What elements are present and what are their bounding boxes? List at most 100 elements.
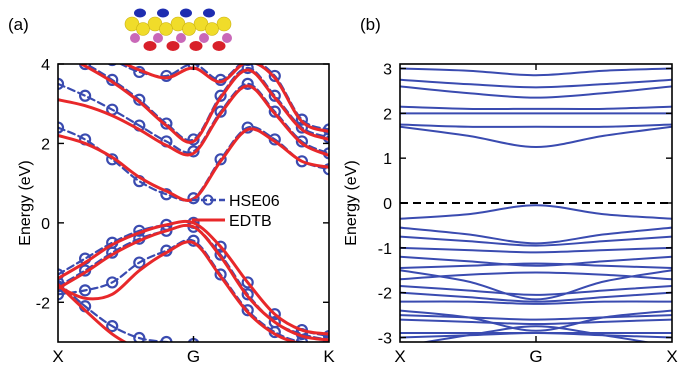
data-point [187,192,200,205]
band-line [400,284,672,296]
panel-a-axes: -2 0 2 4 X G K [36,57,336,366]
panel-b-label: (b) [360,15,381,34]
data-point [133,93,146,106]
panel-a-label: (a) [8,15,29,34]
data-point [78,89,92,102]
data-point [241,64,254,75]
band-line [400,123,672,128]
band-line [58,240,300,342]
band-line [400,314,672,321]
x-tick-label: X [394,347,405,366]
data-point [243,357,253,367]
data-point [268,105,281,118]
legend-edtb-label: EDTB [229,213,272,230]
data-point [79,64,92,71]
data-point [187,133,200,146]
band-line [400,318,672,326]
data-point [268,89,281,102]
data-point [53,35,63,45]
data-point [214,153,227,166]
data-point [268,308,281,321]
data-point [58,77,65,90]
x-tick-label: X [52,347,63,366]
y-tick-label: 1 [383,151,392,168]
data-point [216,345,226,355]
y-tick-label: -2 [36,295,50,312]
band-line [400,262,672,270]
band-line [400,235,672,247]
legend-hse06-marker [202,194,214,206]
crystal-structure-illustration [124,8,232,51]
band-line [400,125,672,148]
panel-b-bands [400,67,672,342]
data-point [214,268,227,281]
y-tick-label: 4 [41,57,50,74]
series-bands [400,67,672,342]
x-tick-label: K [323,347,335,366]
data-point [160,335,173,342]
band-line [400,246,672,254]
x-tick-label: G [529,347,542,366]
data-point [214,89,227,102]
y-tick-label: 0 [383,196,392,213]
panel-b-y-axis-label: Energy (eV) [343,160,360,245]
data-point [270,361,280,369]
data-point [106,320,119,333]
data-point [58,276,65,289]
band-line [58,84,329,157]
band-line [400,269,672,301]
band-line [400,204,672,220]
data-point [243,64,253,67]
data-point [268,69,281,83]
data-point [241,276,254,289]
band-line [400,300,672,305]
x-tick-label: X [666,347,677,366]
data-point [322,163,329,176]
data-point [160,117,173,130]
band-line [58,127,329,202]
y-tick-label: -1 [378,241,392,258]
band-line [58,238,329,342]
data-point [295,155,308,168]
band-line [400,271,672,281]
band-line [58,219,329,336]
panel-b: (b) -3 -2 -1 0 1 2 3 X G X Energy (eV) [343,15,678,366]
data-point [214,105,227,118]
y-tick-label: 2 [41,136,50,153]
band-line [58,281,185,342]
data-point [133,331,146,342]
data-point [187,145,200,158]
band-line [400,291,672,303]
band-line [58,220,329,338]
data-point [107,64,117,67]
y-tick-label: 0 [41,216,50,233]
data-point [53,51,63,61]
band-line [400,67,672,77]
y-tick-label: -2 [378,286,392,303]
panel-a: (a) -2 0 2 4 X G K Energy (eV) [8,8,336,369]
data-point [295,113,308,126]
band-line [400,85,672,99]
band-line [420,325,652,342]
x-tick-label: G [187,347,200,366]
data-point [80,45,90,55]
band-line [58,282,128,342]
band-line [400,78,672,89]
panel-b-axes: -3 -2 -1 0 1 2 3 X G X [378,61,678,366]
panel-a-bands [53,35,329,369]
band-line [58,223,329,342]
y-tick-label: -3 [378,331,392,348]
band-line [400,309,672,332]
data-point [297,361,307,369]
panel-a-legend: HSE06 EDTB [192,193,280,230]
band-line [400,226,672,245]
panel-a-y-axis-label: Energy (eV) [17,160,34,245]
band-line [400,332,672,339]
data-point [58,288,65,301]
band-line [82,64,329,142]
data-point [106,276,119,289]
data-point [322,329,329,342]
band-line [58,125,329,202]
data-point [241,77,254,90]
